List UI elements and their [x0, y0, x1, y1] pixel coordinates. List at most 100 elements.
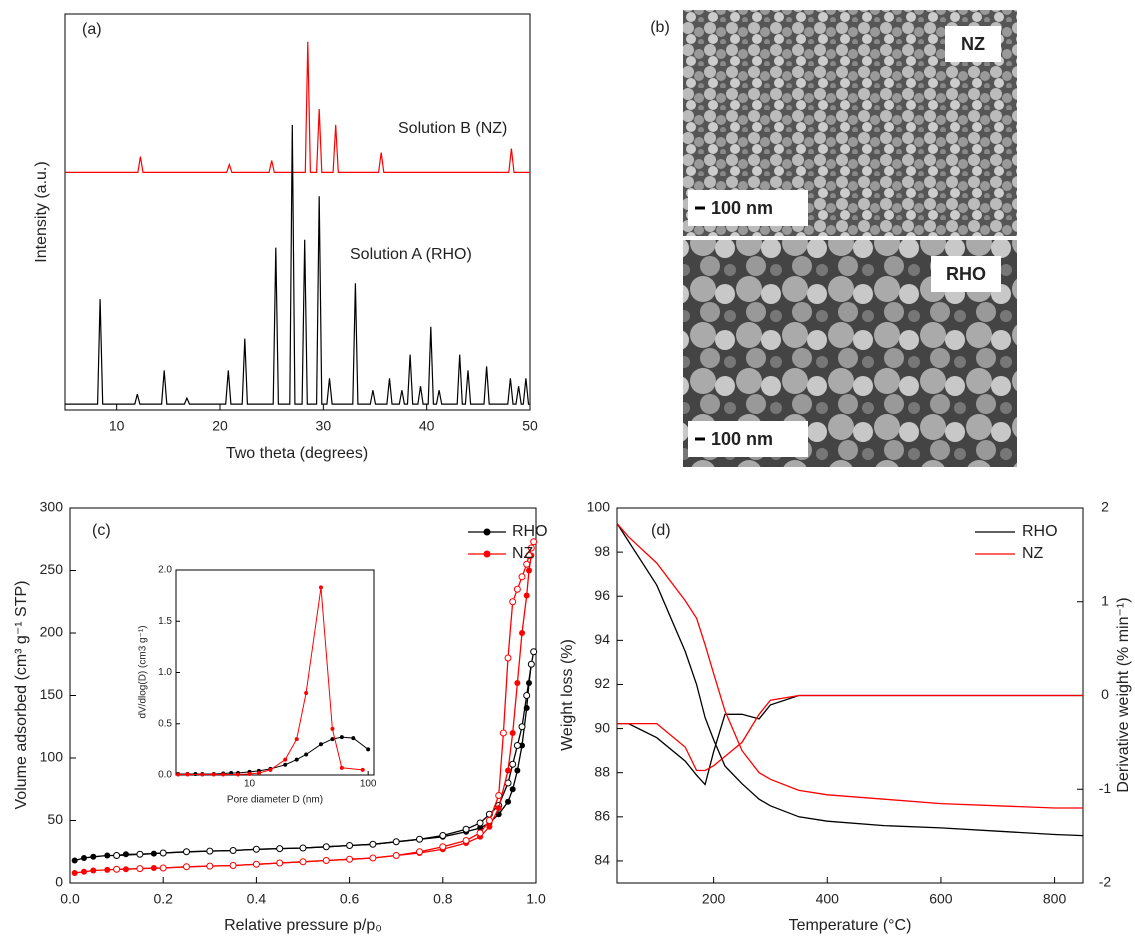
desorption-point — [369, 854, 377, 862]
weight-line — [616, 522, 1083, 809]
y2-tick-label: -1 — [1099, 780, 1112, 796]
desorption-point — [530, 538, 538, 546]
desorption-point — [509, 760, 517, 768]
x-tick-label: 800 — [1043, 891, 1067, 907]
x-tick-label: 1.0 — [526, 891, 546, 907]
inset-point — [351, 736, 356, 741]
adsorption-point — [71, 857, 78, 864]
desorption-point — [392, 852, 400, 859]
inset-point — [339, 765, 344, 770]
adsorption-point — [477, 825, 484, 831]
plot-frame — [64, 13, 531, 411]
panel-label: (d) — [651, 522, 671, 539]
desorption-point — [499, 729, 507, 737]
legend-label: NZ — [1022, 545, 1044, 562]
inset-point — [176, 772, 181, 777]
x-tick-label: 600 — [929, 891, 953, 907]
adsorption-point — [90, 867, 97, 874]
inset-point — [330, 737, 335, 742]
desorption-point — [252, 860, 260, 868]
adsorption-point — [122, 866, 129, 873]
legend-label: NZ — [512, 545, 534, 562]
desorption-point — [299, 858, 307, 866]
desorption-point — [439, 832, 447, 839]
desorption-point — [113, 865, 121, 873]
desorption-point — [416, 848, 423, 856]
y-tick-label: 150 — [40, 686, 64, 702]
desorption-point — [136, 865, 144, 873]
derivative-line — [617, 694, 1083, 786]
y-tick-label: 200 — [40, 624, 64, 640]
inset-point — [247, 771, 252, 776]
image-tag: RHO — [946, 264, 986, 284]
inset-y-label: dV/dlog(D) (cm3 g⁻¹) — [138, 625, 149, 718]
x-tick-label: 30 — [316, 418, 332, 434]
inset-point — [211, 772, 216, 777]
desorption-point — [299, 844, 307, 852]
y2-tick-label: 0 — [1101, 686, 1109, 702]
panel-label: (a) — [82, 21, 102, 38]
y-tick-label: 0.0 — [158, 770, 172, 781]
y-axis-label: Intensity (a.u.) — [33, 161, 50, 262]
desorption-point — [346, 842, 354, 849]
desorption-point — [322, 843, 330, 851]
y-tick-label: 92 — [594, 675, 610, 691]
y-tick-label: 88 — [594, 763, 610, 779]
legend-marker — [483, 528, 491, 536]
x-tick-label: 10 — [244, 779, 256, 790]
x-tick-label: 200 — [702, 891, 726, 907]
y-tick-label: 98 — [594, 543, 610, 559]
inset-point — [221, 772, 226, 777]
desorption-point — [206, 847, 214, 855]
y2-tick-label: 2 — [1101, 499, 1109, 515]
y-tick-label: 86 — [594, 808, 610, 824]
inset-point — [283, 757, 288, 762]
adsorption-point — [505, 798, 512, 805]
adsorption-point — [150, 850, 157, 857]
y2-axis-label: Derivative weight (% min⁻¹) — [1115, 597, 1132, 792]
scale-label: 100 nm — [711, 198, 773, 218]
adsorption-point — [104, 866, 111, 873]
desorption-point — [527, 544, 535, 552]
adsorption-point — [523, 592, 530, 599]
desorption-point — [136, 850, 144, 858]
inset-point — [193, 771, 198, 776]
x-tick-label: 400 — [816, 891, 840, 907]
series-annotation: Solution B (NZ) — [398, 120, 507, 137]
desorption-point — [518, 723, 526, 731]
x-axis-label: Two theta (degrees) — [226, 445, 368, 462]
adsorption-point — [71, 870, 78, 876]
desorption-point — [183, 848, 190, 856]
xrd-line — [65, 124, 530, 405]
scale-box — [688, 190, 808, 226]
x-tick-label: 0.2 — [153, 891, 173, 907]
desorption-point — [527, 660, 535, 668]
y-tick-label: 100 — [587, 499, 611, 515]
inset-point — [366, 747, 371, 752]
adsorption-point — [80, 868, 87, 875]
y-tick-label: 2.0 — [158, 565, 172, 576]
series-annotation: Solution A (RHO) — [350, 246, 472, 263]
adsorption-point — [122, 851, 129, 858]
adsorption-point — [509, 786, 516, 793]
adsorption-point — [486, 823, 493, 830]
scale-label: 100 nm — [711, 429, 773, 449]
adsorption-point — [505, 767, 512, 774]
legend-label: RHO — [1022, 523, 1058, 540]
inset-point — [294, 737, 299, 742]
y-tick-label: 84 — [594, 852, 610, 868]
desorption-point — [476, 829, 484, 837]
inset-point — [185, 772, 190, 777]
adsorption-point — [514, 767, 521, 774]
inset-point — [318, 742, 323, 747]
x-tick-label: 0.8 — [433, 891, 453, 907]
panel-label: (c) — [92, 522, 111, 539]
desorption-point — [322, 857, 330, 864]
inset-point — [283, 762, 288, 767]
desorption-line — [116, 541, 535, 870]
desorption-point — [509, 598, 517, 606]
x-axis-label: Temperature (°C) — [789, 917, 912, 934]
image-tag: NZ — [961, 34, 985, 54]
weight-line — [616, 523, 1084, 837]
adsorption-point — [90, 853, 97, 860]
